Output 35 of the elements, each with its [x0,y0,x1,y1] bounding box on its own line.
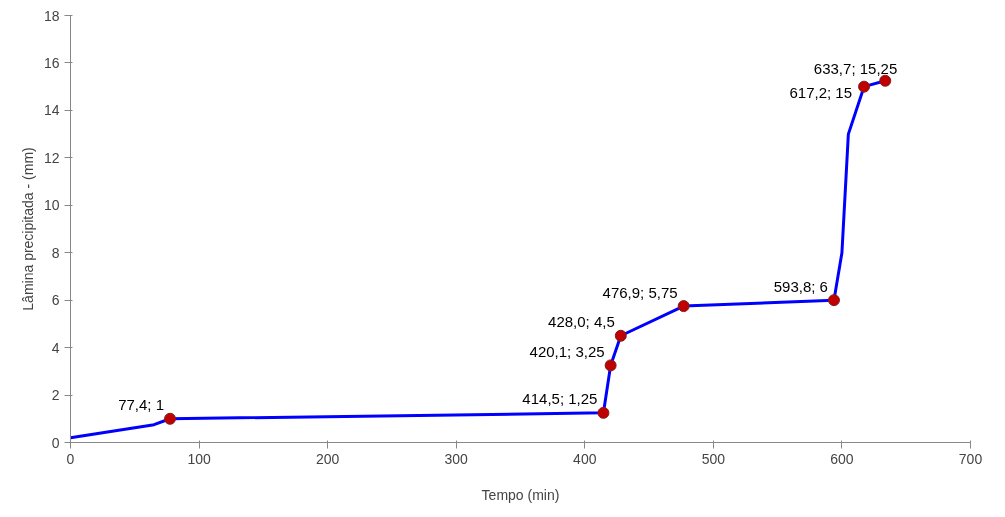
x-tick-label: 400 [573,450,597,467]
x-tick-label: 200 [315,450,340,467]
x-tick-label: 700 [958,450,983,467]
data-label: 77,4; 1 [118,396,165,414]
y-tick-label: 12 [43,149,60,166]
data-label: 633,7; 15,25 [813,60,898,78]
x-tick-label: 600 [830,450,854,467]
point [164,412,177,425]
point [614,329,627,342]
point [858,80,871,93]
y-axis-title: Lâmina precipitada - (mm) [19,147,36,311]
point [604,359,617,372]
y-tick-label: 16 [43,54,60,71]
x-tick-label: 0 [66,450,75,467]
data-label: 617,2; 15 [789,84,853,102]
point [677,300,690,313]
data-label: 420,1; 3,25 [529,342,605,360]
data-label: 428,0; 4,5 [548,313,615,331]
x-axis-title: Tempo (min) [481,486,560,503]
y-tick-label: 0 [51,434,60,451]
y-tick-label: 4 [51,339,60,356]
x-tick-label: 300 [444,450,469,467]
y-tick-label: 18 [43,7,60,24]
data-label: 476,9; 5,75 [602,283,678,301]
y-tick-label: 2 [51,387,60,404]
x-tick-label: 100 [187,450,211,467]
point [597,406,610,419]
y-tick-label: 6 [51,292,60,309]
x-tick-label: 500 [701,450,726,467]
data-label: 593,8; 6 [773,277,828,295]
y-tick-label: 8 [51,244,60,261]
y-tick-label: 10 [43,197,60,214]
data-label: 414,5; 1,25 [522,390,598,408]
y-tick-label: 14 [43,102,60,119]
point [827,294,840,307]
